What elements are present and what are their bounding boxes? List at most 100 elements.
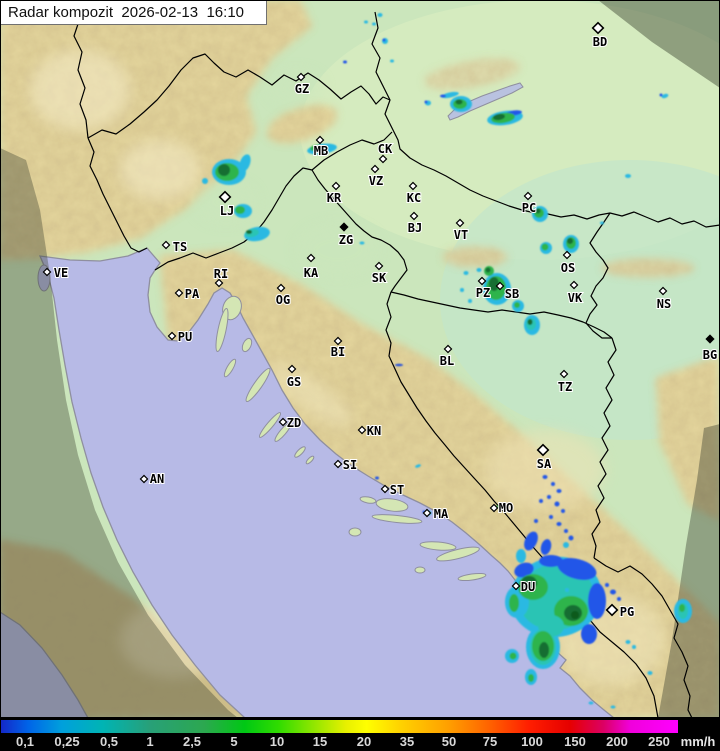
- legend-value-5: 5: [230, 734, 238, 749]
- city-marker-BL-icon: [443, 344, 453, 354]
- city-marker-KA-icon: [306, 253, 316, 263]
- cities-layer: GZ MB CK VZ KR LJ ZG KC BJ VT PC BD TS VE RI PA PU KA OG SK…: [42, 21, 718, 620]
- city-marker-LJ-icon: [218, 190, 232, 204]
- legend-value-13: 150: [564, 734, 586, 749]
- legend-value-15: 250: [648, 734, 670, 749]
- city-label-GZ: GZ: [295, 82, 309, 96]
- city-marker-KN-icon: [357, 425, 367, 435]
- city-label-VZ: VZ: [369, 174, 383, 188]
- legend-value-6: 10: [269, 734, 285, 749]
- city-TZ: TZ: [557, 369, 573, 395]
- city-label-OS: OS: [561, 261, 575, 275]
- city-marker-SB-icon: [495, 281, 505, 291]
- city-label-KN: KN: [367, 424, 381, 438]
- city-label-RI: RI: [214, 267, 228, 281]
- city-marker-BG-icon: [705, 334, 715, 344]
- city-label-PA: PA: [185, 287, 200, 301]
- legend-value-10: 50: [441, 734, 457, 749]
- adriatic-sea: [0, 82, 616, 719]
- city-label-VT: VT: [454, 228, 468, 242]
- city-marker-BJ-icon: [409, 211, 419, 221]
- city-VE: VE: [42, 265, 69, 281]
- city-label-SA: SA: [537, 457, 552, 471]
- city-marker-SK-icon: [374, 261, 384, 271]
- city-label-TS: TS: [173, 240, 187, 254]
- city-KC: KC: [406, 181, 422, 206]
- city-label-BD: BD: [593, 35, 607, 49]
- title-bar: Radar kompozit 2026-02-13 16:10: [1, 1, 267, 25]
- legend-bar: 0,1 0,25 0,5 1 2,5 5 10 15 20 35 50 75 100 150 200 250 m…: [0, 718, 720, 751]
- legend-value-11: 75: [482, 734, 498, 749]
- city-SI: SI: [333, 457, 358, 473]
- radar-map-area: GZ MB CK VZ KR LJ ZG KC BJ VT PC BD TS VE RI PA PU KA OG SK…: [0, 0, 720, 719]
- city-ZG: ZG: [338, 222, 354, 248]
- city-marker-MA-icon: [422, 508, 432, 518]
- city-label-MA: MA: [434, 507, 449, 521]
- city-SK: SK: [371, 261, 388, 286]
- city-marker-ST-icon: [380, 484, 390, 494]
- city-label-DU: DU: [521, 580, 535, 594]
- city-label-LJ: LJ: [220, 204, 234, 218]
- city-BJ: BJ: [407, 211, 423, 236]
- city-BI: BI: [330, 336, 346, 360]
- city-PA: PA: [174, 286, 201, 302]
- city-DU: DU: [511, 579, 536, 595]
- radar-time: 16:10: [206, 4, 245, 21]
- legend-value-9: 35: [399, 734, 415, 749]
- city-marker-VK-icon: [569, 280, 579, 290]
- city-marker-TS-icon: [161, 240, 171, 250]
- city-marker-TZ-icon: [559, 369, 569, 379]
- legend-value-8: 20: [356, 734, 372, 749]
- city-marker-AN-icon: [139, 474, 149, 484]
- city-label-BI: BI: [331, 345, 345, 359]
- city-label-BL: BL: [440, 354, 454, 368]
- city-marker-RI-icon: [214, 278, 224, 288]
- city-marker-VE-icon: [42, 267, 52, 277]
- city-OG: OG: [275, 283, 291, 308]
- city-label-ZD: ZD: [287, 416, 301, 430]
- city-PG: PG: [605, 603, 635, 620]
- city-label-PU: PU: [178, 330, 192, 344]
- city-marker-OG-icon: [276, 283, 286, 293]
- city-BG: BG: [702, 334, 718, 363]
- city-marker-ZG-icon: [339, 222, 349, 232]
- city-marker-GS-icon: [287, 364, 297, 374]
- city-TS: TS: [161, 239, 188, 255]
- islands: [215, 295, 487, 582]
- legend-gradient: [1, 720, 678, 733]
- city-SB: SB: [495, 281, 520, 302]
- city-PZ: PZ: [475, 276, 491, 301]
- city-OS: OS: [560, 250, 576, 276]
- city-label-OG: OG: [276, 293, 290, 307]
- legend-value-0: 0,1: [15, 734, 35, 749]
- city-label-ST: ST: [390, 483, 404, 497]
- city-KN: KN: [357, 423, 382, 439]
- city-marker-VT-icon: [455, 218, 465, 228]
- city-NS: NS: [656, 286, 672, 312]
- city-GZ: GZ: [294, 72, 310, 97]
- city-marker-PU-icon: [167, 331, 177, 341]
- city-SA: SA: [536, 443, 553, 472]
- city-label-PG: PG: [620, 605, 634, 619]
- city-marker-OS-icon: [562, 250, 572, 260]
- city-marker-DU-icon: [511, 581, 521, 591]
- city-marker-ZD-icon: [278, 417, 288, 427]
- legend-unit: mm/h: [680, 734, 716, 749]
- city-label-SI: SI: [343, 458, 357, 472]
- city-marker-BI-icon: [333, 336, 343, 346]
- city-PU: PU: [167, 329, 193, 345]
- city-marker-NS-icon: [658, 286, 668, 296]
- city-marker-SA-icon: [536, 443, 550, 457]
- legend-value-7: 15: [312, 734, 328, 749]
- city-BD: BD: [591, 21, 608, 50]
- radar-date: 2026-02-13: [121, 4, 199, 21]
- city-marker-PG-icon: [605, 603, 619, 617]
- radar-precipitation: [202, 13, 692, 709]
- city-label-ZG: ZG: [339, 233, 353, 247]
- city-KA: KA: [303, 253, 320, 281]
- city-ZD: ZD: [278, 415, 302, 431]
- city-RI: RI: [213, 266, 229, 288]
- city-marker-BD-icon: [591, 21, 605, 35]
- city-marker-KR-icon: [331, 181, 341, 191]
